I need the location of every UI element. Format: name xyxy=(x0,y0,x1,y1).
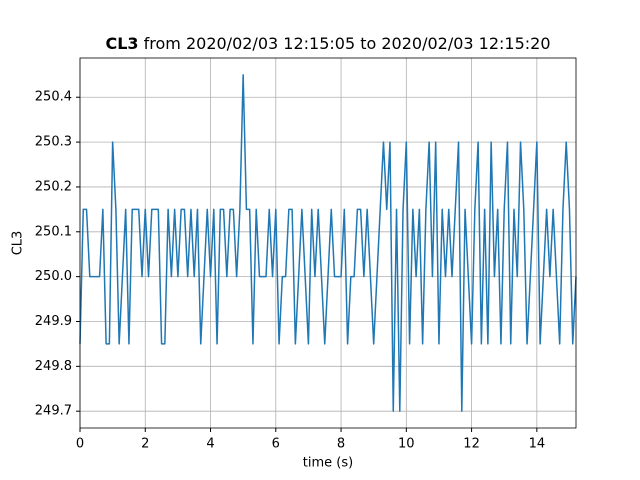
x-tick-label: 2 xyxy=(141,437,149,452)
y-axis-label: CL3 xyxy=(11,231,26,256)
chart-title: CL3 from 2020/02/03 12:15:05 to 2020/02/… xyxy=(105,34,550,53)
y-tick-label: 249.7 xyxy=(35,404,72,419)
x-tick-label: 4 xyxy=(206,437,214,452)
x-tick-label: 6 xyxy=(272,437,280,452)
x-tick-label: 14 xyxy=(529,437,546,452)
y-tick-label: 250.1 xyxy=(35,224,72,239)
y-tick-label: 249.9 xyxy=(35,314,72,329)
x-tick-label: 12 xyxy=(463,437,480,452)
title-bold: CL3 xyxy=(105,34,138,53)
y-tick-label: 250.4 xyxy=(35,90,72,105)
y-tick-label: 249.8 xyxy=(35,359,72,374)
x-tick-label: 10 xyxy=(398,437,415,452)
x-axis-label: time (s) xyxy=(303,456,353,471)
data-line xyxy=(79,74,577,412)
y-tick-label: 250.3 xyxy=(35,135,72,150)
title-rest: from 2020/02/03 12:15:05 to 2020/02/03 1… xyxy=(144,34,551,53)
x-tick-label: 0 xyxy=(76,437,84,452)
x-tick-label: 8 xyxy=(337,437,345,452)
y-tick-label: 250.0 xyxy=(35,269,72,284)
axes-frame xyxy=(79,57,577,429)
y-tick-label: 250.2 xyxy=(35,179,72,194)
